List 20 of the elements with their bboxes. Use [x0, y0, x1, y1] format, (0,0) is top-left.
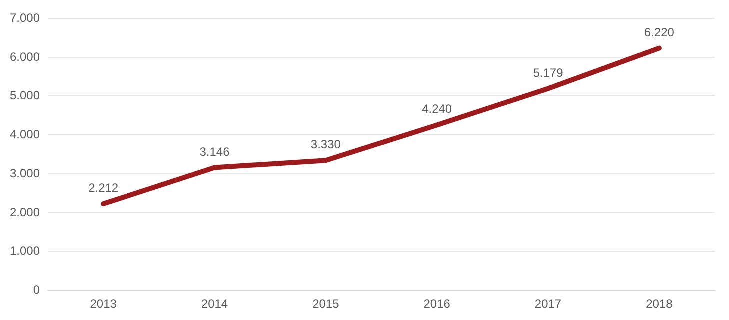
y-tick-label: 7.000	[10, 11, 40, 25]
y-tick-label: 5.000	[10, 88, 40, 103]
data-label: 4.240	[422, 102, 452, 116]
data-label: 3.146	[200, 144, 230, 159]
x-tick-label: 2015	[312, 297, 340, 311]
x-tick-label: 2018	[646, 297, 674, 311]
y-tick-label: 3.000	[10, 166, 40, 180]
x-tick-label: 2017	[534, 297, 562, 311]
y-tick-label: 2.000	[10, 205, 40, 220]
data-label: 6.220	[644, 25, 675, 40]
x-tick-label: 2014	[201, 297, 228, 311]
x-tick-label: 2013	[90, 297, 118, 311]
data-label: 2.212	[88, 181, 119, 196]
y-tick-label: 0	[33, 283, 40, 297]
data-label: 5.179	[533, 66, 564, 80]
y-tick-label: 4.000	[10, 128, 40, 142]
y-tick-label: 1.000	[10, 244, 40, 258]
y-tick-label: 6.000	[10, 50, 40, 64]
data-label: 3.330	[310, 138, 342, 152]
x-tick-label: 2016	[424, 297, 451, 311]
